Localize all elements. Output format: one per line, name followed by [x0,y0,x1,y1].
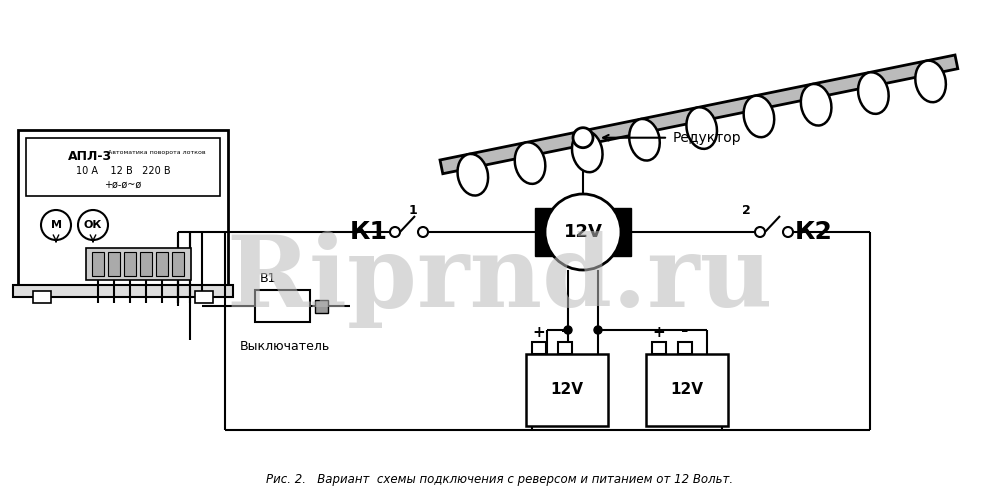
Ellipse shape [858,72,889,114]
Text: В1: В1 [260,272,276,285]
Text: Рис. 2.   Вариант  схемы подключения с реверсом и питанием от 12 Вольт.: Рис. 2. Вариант схемы подключения с реве… [266,474,734,487]
Ellipse shape [915,61,946,102]
Bar [13,285,233,297]
Ellipse shape [629,119,660,161]
Text: 12V: 12V [564,223,602,241]
Circle shape [783,227,793,237]
Text: 12V: 12V [550,383,584,398]
Bar [172,252,184,276]
Circle shape [755,227,765,237]
Ellipse shape [686,107,717,149]
Text: Выключатель: Выключатель [240,340,330,353]
Bar [18,130,228,285]
Bar [532,342,546,354]
Ellipse shape [572,131,603,172]
Text: 12V: 12V [670,383,704,398]
Bar [255,290,310,322]
Bar [526,354,608,426]
Bar [108,252,120,276]
Bar [26,138,220,196]
Text: М: М [50,220,62,230]
Text: +: + [653,325,665,340]
Bar [33,291,51,303]
Text: АПЛ-3: АПЛ-3 [68,150,112,163]
Bar [86,248,191,280]
Bar [140,252,152,276]
Text: ОК: ОК [84,220,102,230]
Text: 1: 1 [409,204,418,217]
Bar [646,354,728,426]
Text: +ø-ø~ø: +ø-ø~ø [104,180,142,190]
Text: К1: К1 [350,220,388,244]
Text: -: - [681,322,689,340]
Ellipse shape [801,84,831,126]
Bar [535,208,555,256]
Bar [124,252,136,276]
Circle shape [594,326,602,334]
Text: -: - [561,322,569,340]
Bar [315,300,328,313]
Ellipse shape [744,95,774,137]
Bar [195,291,213,303]
Circle shape [564,326,572,334]
Circle shape [545,194,621,270]
Bar [558,342,572,354]
Circle shape [41,210,71,240]
Ellipse shape [515,142,545,184]
Circle shape [573,128,593,148]
Text: Riprnd.ru: Riprnd.ru [227,232,773,329]
Text: 10 А    12 В   220 В: 10 А 12 В 220 В [76,166,170,176]
Circle shape [78,210,108,240]
Text: 2: 2 [742,204,751,217]
Ellipse shape [458,154,488,195]
Circle shape [390,227,400,237]
Polygon shape [440,55,958,174]
Text: К2: К2 [795,220,833,244]
Bar [678,342,692,354]
Text: Автоматика поворота лотков: Автоматика поворота лотков [108,150,206,155]
Bar [652,342,666,354]
Circle shape [418,227,428,237]
Bar [611,208,631,256]
Bar [156,252,168,276]
Bar [92,252,104,276]
Text: Редуктор: Редуктор [673,131,742,145]
Text: +: + [533,325,545,340]
